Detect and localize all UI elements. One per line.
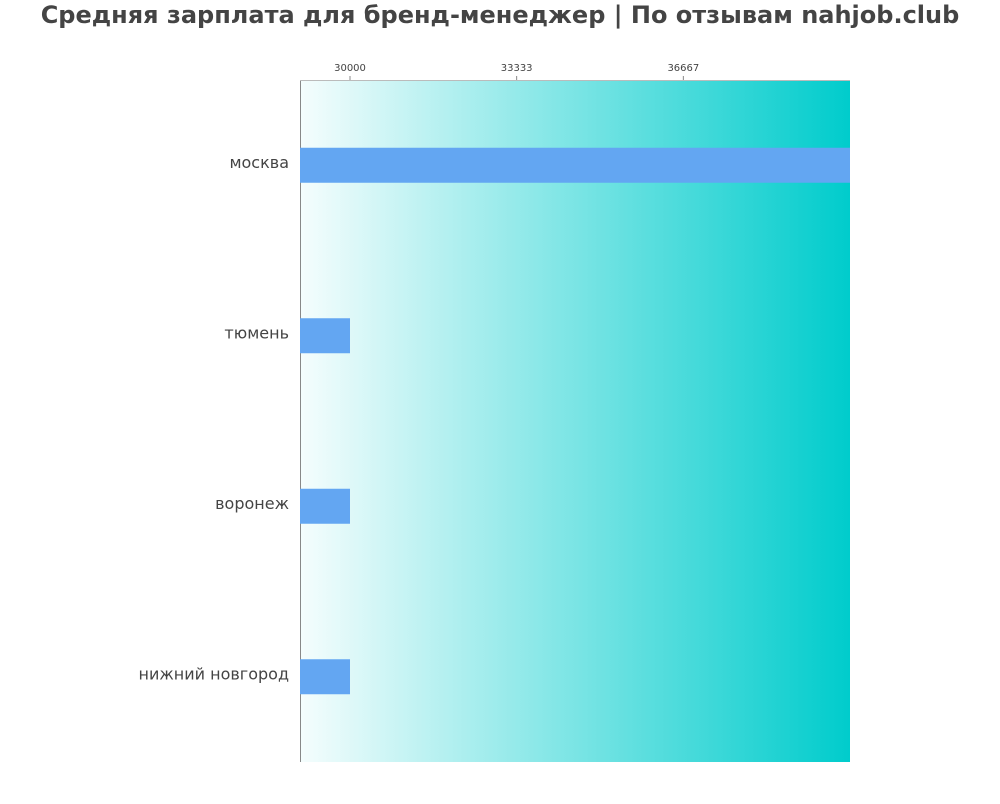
x-tick-label: 33333	[501, 63, 533, 74]
x-tick-label: 36667	[667, 63, 699, 74]
y-tick-label: тюмень	[224, 323, 289, 342]
y-tick-label: нижний новгород	[139, 664, 290, 683]
chart-title: Средняя зарплата для бренд-менеджер | По…	[41, 1, 960, 29]
bar	[300, 659, 350, 695]
bar	[300, 147, 850, 183]
plot-background	[300, 80, 850, 762]
x-tick-label: 30000	[334, 63, 366, 74]
y-tick-label: воронеж	[215, 494, 289, 513]
y-tick-label: москва	[229, 153, 289, 172]
bar	[300, 318, 350, 354]
bar	[300, 488, 350, 524]
